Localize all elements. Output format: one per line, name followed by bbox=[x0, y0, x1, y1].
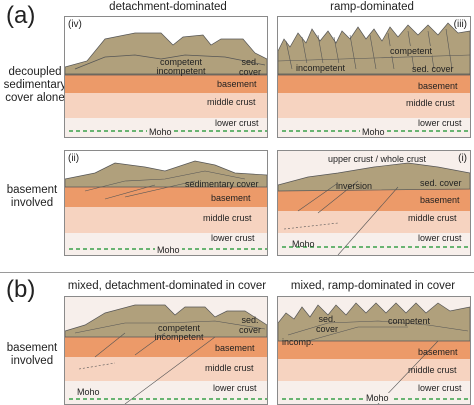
label-moho: Moho bbox=[364, 393, 391, 403]
label-sed-cover: sed. cover bbox=[233, 315, 267, 335]
label-moho: Moho bbox=[77, 387, 100, 397]
panel-b-mixed-ramp: sed. cover competent incomp. basement mi… bbox=[277, 296, 471, 405]
panel-iii-number: (iii) bbox=[453, 19, 467, 30]
panel-ii-number: (ii) bbox=[68, 153, 80, 164]
panel-i-graphic bbox=[278, 151, 470, 255]
column-title-ramp: ramp-dominated bbox=[330, 1, 414, 13]
label-line: cover bbox=[238, 67, 261, 77]
row-label-basement-involved-a: basement involved bbox=[0, 184, 64, 210]
label-basement: basement bbox=[217, 79, 257, 89]
label-sed-cover: sed. cover bbox=[310, 314, 344, 334]
label-middle-crust: middle crust bbox=[205, 363, 254, 373]
section-b-label: (b) bbox=[6, 276, 36, 303]
row-label-decoupled: decoupled sedimentary cover alone bbox=[0, 66, 70, 105]
panel-i-basement-ramp: (i) upper crust / whole crust inversion … bbox=[277, 150, 471, 256]
label-line: cover bbox=[315, 324, 338, 334]
label-lower-crust: lower crust bbox=[418, 233, 462, 243]
section-a-label: (a) bbox=[6, 2, 36, 29]
panel-i-number: (i) bbox=[458, 153, 467, 164]
label-incompetent: incompetent bbox=[156, 66, 206, 76]
column-title-detachment: detachment-dominated bbox=[109, 1, 227, 13]
label-basement: basement bbox=[420, 195, 460, 205]
label-basement: basement bbox=[211, 193, 251, 203]
panel-b-mixed-detachment: competent incompetent sed. cover basemen… bbox=[64, 296, 268, 405]
label-basement: basement bbox=[418, 347, 458, 357]
row-label-basement-involved-b: basement involved bbox=[0, 342, 64, 368]
label-line: sed. bbox=[241, 315, 259, 325]
panel-ii-basement-detachment: (ii) sedimentary cover basement middle c… bbox=[64, 150, 268, 256]
label-sed-cover: sed. cover bbox=[412, 64, 454, 74]
label-incompetent: incompetent bbox=[154, 332, 204, 342]
row-label-line: basement bbox=[6, 184, 58, 196]
label-middle-crust: middle crust bbox=[203, 213, 252, 223]
column-title-mixed-ramp: mixed, ramp-dominated in cover bbox=[290, 280, 456, 292]
label-sedimentary-cover: sedimentary cover bbox=[185, 179, 259, 189]
label-middle-crust: middle crust bbox=[406, 98, 455, 108]
label-line: sed. bbox=[318, 314, 336, 324]
label-lower-crust: lower crust bbox=[213, 383, 257, 393]
row-label-line: decoupled bbox=[8, 66, 62, 78]
panel-iii-ramp-cover: (iii) competent incompetent sed. cover b… bbox=[277, 16, 471, 138]
label-middle-crust: middle crust bbox=[408, 213, 457, 223]
label-moho: Moho bbox=[147, 127, 174, 137]
label-lower-crust: lower crust bbox=[418, 383, 462, 393]
label-line: sed. bbox=[241, 57, 259, 67]
label-incomp: incomp. bbox=[282, 337, 314, 347]
label-lower-crust: lower crust bbox=[215, 118, 259, 128]
label-basement: basement bbox=[418, 81, 458, 91]
row-label-line: involved bbox=[10, 355, 54, 367]
panel-iv-number: (iv) bbox=[68, 19, 82, 30]
row-label-line: cover alone bbox=[5, 92, 65, 104]
label-moho: Moho bbox=[155, 245, 182, 255]
label-sed-cover: sed. cover bbox=[233, 57, 267, 77]
label-middle-crust: middle crust bbox=[408, 365, 457, 375]
label-competent: competent bbox=[159, 57, 203, 67]
label-line: cover bbox=[238, 325, 261, 335]
label-inversion: inversion bbox=[336, 181, 373, 191]
panel-iv-detachment-cover: (iv) competent incompetent sed. cover ba… bbox=[64, 16, 268, 138]
label-moho: Moho bbox=[292, 239, 315, 249]
panel-b-right-graphic bbox=[278, 297, 470, 404]
row-label-line: sedimentary bbox=[3, 79, 67, 91]
label-incompetent: incompetent bbox=[296, 63, 346, 73]
panel-iv-graphic bbox=[65, 32, 267, 137]
panel-b-left-graphic bbox=[65, 297, 267, 404]
label-competent: competent bbox=[157, 323, 201, 333]
label-middle-crust: middle crust bbox=[207, 97, 256, 107]
label-competent: competent bbox=[388, 316, 431, 326]
label-moho: Moho bbox=[360, 127, 387, 137]
row-label-line: involved bbox=[10, 197, 54, 209]
label-basement: basement bbox=[215, 343, 255, 353]
label-lower-crust: lower crust bbox=[418, 118, 462, 128]
column-title-mixed-detachment: mixed, detachment-dominated in cover bbox=[67, 280, 267, 292]
label-sed-cover: sed. cover bbox=[420, 178, 462, 188]
label-lower-crust: lower crust bbox=[211, 233, 255, 243]
section-divider bbox=[0, 272, 474, 273]
row-label-line: basement bbox=[6, 342, 58, 354]
label-competent: competent bbox=[390, 46, 433, 56]
label-upper-crust: upper crust / whole crust bbox=[328, 154, 427, 164]
